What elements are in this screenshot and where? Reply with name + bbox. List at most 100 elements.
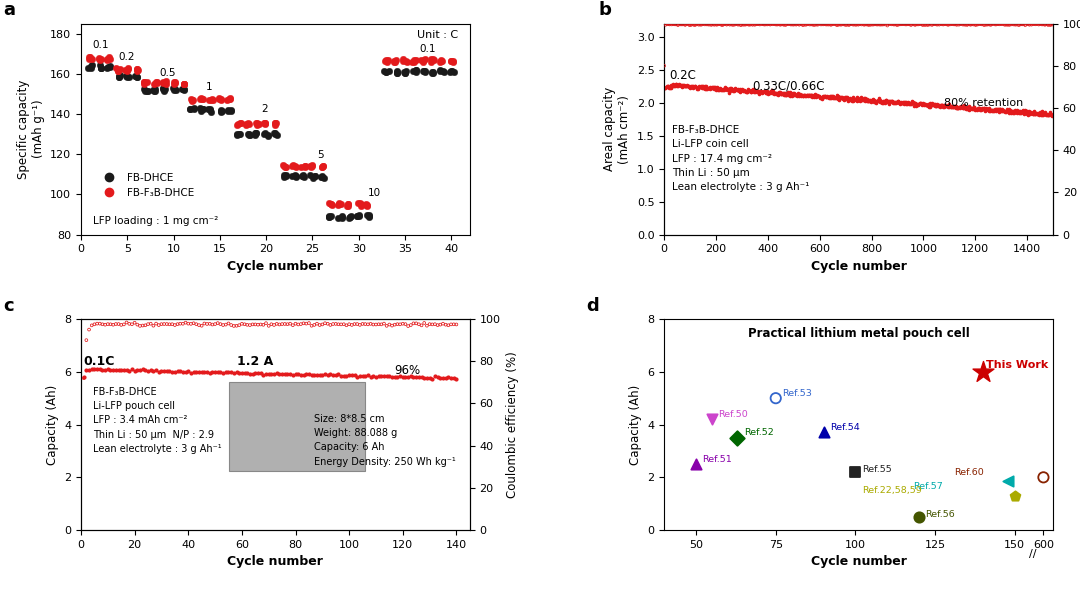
Point [805, 20, 822, 29]
Point [262, 370, 280, 379]
Point [822, 94, 839, 103]
Point [1029, 109, 1047, 118]
Point [423, 374, 441, 383]
Point [788, 91, 806, 101]
Point [906, 20, 923, 29]
Point [951, 102, 969, 112]
Point [1005, 107, 1023, 117]
Point [314, 161, 332, 171]
Point [658, 19, 675, 28]
Point [813, 94, 831, 104]
Point [434, 66, 451, 75]
Point [920, 101, 937, 110]
Point [732, 85, 750, 94]
Point [838, 20, 855, 29]
Point [1023, 20, 1040, 29]
Point [890, 97, 907, 107]
Point [755, 86, 772, 95]
Point [818, 92, 835, 102]
Point [138, 77, 156, 87]
X-axis label: Cycle number: Cycle number [811, 555, 906, 568]
Point [744, 86, 761, 95]
Point [421, 373, 438, 382]
Point [1044, 110, 1062, 120]
Point [195, 319, 213, 328]
Point [143, 365, 160, 375]
Point [961, 104, 978, 113]
Point [240, 120, 257, 129]
Point [110, 365, 127, 375]
Point [190, 367, 207, 376]
Point [909, 100, 927, 110]
Point [779, 19, 796, 29]
Point [339, 200, 356, 209]
Point [102, 320, 119, 329]
Point [782, 91, 799, 100]
Point [684, 81, 701, 91]
Point [145, 85, 162, 94]
Point [324, 319, 341, 329]
Point [809, 92, 826, 101]
Point [732, 85, 750, 95]
Point [998, 105, 1015, 114]
Point [879, 96, 896, 105]
Point [903, 98, 920, 107]
Point [1030, 110, 1048, 120]
Point [163, 367, 180, 376]
Point [676, 82, 693, 91]
Point [795, 21, 812, 30]
Point [850, 20, 867, 29]
Point [917, 100, 934, 110]
Point [735, 85, 753, 95]
Point [255, 320, 272, 329]
Point [85, 320, 103, 329]
Point [300, 318, 318, 327]
Point [901, 99, 918, 108]
Point [110, 72, 127, 82]
Point [373, 371, 390, 380]
Point [206, 367, 224, 376]
Point [902, 99, 919, 108]
Point [758, 20, 775, 29]
Point [215, 320, 232, 330]
Point [920, 20, 937, 29]
Point [752, 86, 769, 95]
Point [961, 104, 978, 113]
Point [935, 100, 953, 110]
Point [437, 373, 455, 383]
Point [435, 67, 453, 76]
Point [931, 100, 948, 110]
Point [716, 84, 733, 93]
Point [715, 84, 732, 94]
Point [815, 91, 833, 101]
Point [1043, 110, 1061, 120]
Point [89, 365, 106, 374]
Point [869, 96, 887, 105]
Point [708, 83, 726, 92]
Point [172, 366, 189, 376]
Point [687, 20, 704, 29]
Point [766, 19, 783, 29]
Point [733, 86, 751, 95]
Point [147, 77, 164, 87]
Point [673, 20, 690, 29]
Point [859, 97, 876, 106]
Point [761, 87, 779, 97]
Point [166, 367, 184, 376]
Point [662, 82, 679, 91]
Text: FB-F₃B-DHCE
Li-LFP pouch cell
LFP : 3.4 mAh cm⁻²
Thin Li : 50 μm  N/P : 2.9
Lean: FB-F₃B-DHCE Li-LFP pouch cell LFP : 3.4 … [93, 386, 221, 454]
Point [840, 94, 858, 104]
Point [913, 100, 930, 110]
Point [735, 86, 753, 95]
Point [679, 81, 697, 91]
Point [321, 211, 338, 220]
Point [915, 100, 932, 109]
Point [247, 118, 265, 128]
Text: 96%: 96% [394, 365, 421, 378]
Point [777, 88, 794, 97]
Point [333, 372, 350, 381]
Point [675, 20, 692, 29]
Point [815, 19, 833, 29]
Point [821, 92, 838, 102]
Point [384, 57, 402, 67]
